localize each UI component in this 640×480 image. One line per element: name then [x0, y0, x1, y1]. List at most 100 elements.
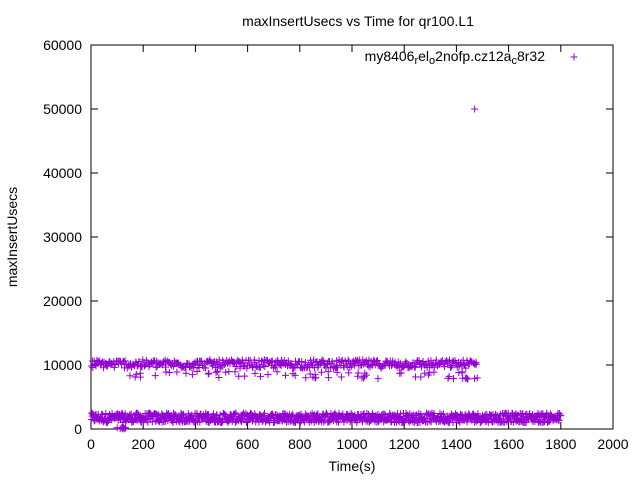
- y-axis-label: maxInsertUsecs: [4, 187, 20, 287]
- x-tick-label: 1000: [336, 436, 367, 452]
- data-point: [158, 418, 166, 426]
- data-point: [292, 357, 300, 365]
- x-axis-label: Time(s): [329, 458, 376, 474]
- data-point: [271, 361, 279, 369]
- x-tick-label: 1200: [389, 436, 420, 452]
- data-point: [165, 368, 173, 376]
- data-point: [455, 368, 463, 376]
- data-point: [289, 410, 297, 418]
- data-point: [324, 368, 332, 376]
- data-point: [135, 357, 143, 365]
- data-point: [333, 368, 341, 376]
- data-point: [311, 371, 319, 379]
- data-point: [264, 371, 272, 379]
- data-point: [373, 356, 381, 364]
- data-point: [126, 411, 134, 419]
- data-point: [215, 356, 223, 364]
- data-point: [132, 370, 140, 378]
- data-point: [215, 374, 223, 382]
- data-point: [205, 411, 213, 419]
- data-point: [231, 410, 239, 418]
- data-point: [354, 372, 362, 380]
- x-tick-label: 800: [288, 436, 312, 452]
- data-point: [396, 369, 404, 377]
- data-point: [152, 363, 160, 371]
- x-tick-label: 1600: [493, 436, 524, 452]
- data-point: [555, 417, 563, 425]
- data-point: [220, 360, 228, 368]
- legend-marker-icon: [570, 53, 578, 61]
- legend-marker: [570, 53, 578, 61]
- data-point: [136, 373, 144, 381]
- data-point: [445, 372, 453, 380]
- x-tick-label: 1400: [441, 436, 472, 452]
- data-point: [119, 424, 127, 432]
- data-point: [374, 375, 382, 383]
- data-point: [415, 357, 423, 365]
- data-point: [302, 374, 310, 382]
- data-point: [353, 419, 361, 427]
- data-point: [225, 368, 233, 376]
- data-point: [459, 374, 467, 382]
- data-point: [326, 363, 334, 371]
- data-point: [204, 370, 212, 378]
- data-point: [196, 418, 204, 426]
- data-point: [281, 371, 289, 379]
- x-tick-label: 0: [87, 436, 95, 452]
- data-point: [91, 411, 99, 419]
- data-point: [362, 371, 370, 379]
- y-tick-label: 30000: [43, 229, 82, 245]
- data-point: [449, 374, 457, 382]
- data-point: [160, 358, 168, 366]
- data-point: [123, 364, 131, 372]
- data-point: [188, 371, 196, 379]
- data-point: [306, 370, 314, 378]
- data-point: [104, 361, 112, 369]
- data-point: [362, 417, 370, 425]
- data-point: [151, 372, 159, 380]
- data-point: [449, 418, 457, 426]
- data-point: [392, 362, 400, 370]
- data-point: [347, 410, 355, 418]
- data-point: [209, 410, 217, 418]
- data-point: [557, 411, 565, 419]
- series-points: [87, 105, 565, 433]
- x-tick-label: 600: [236, 436, 260, 452]
- x-tick-label: 1800: [545, 436, 576, 452]
- data-point: [111, 361, 119, 369]
- data-point: [251, 369, 259, 377]
- x-tick-label: 2000: [597, 436, 628, 452]
- data-point: [103, 362, 111, 370]
- data-point: [257, 372, 265, 380]
- y-tick-label: 40000: [43, 165, 82, 181]
- data-point: [425, 369, 433, 377]
- data-point: [519, 409, 527, 417]
- data-point: [473, 374, 481, 382]
- data-point: [338, 356, 346, 364]
- data-point: [291, 371, 299, 379]
- data-point: [251, 358, 259, 366]
- data-point: [261, 409, 269, 417]
- data-point: [102, 410, 110, 418]
- data-point: [458, 368, 466, 376]
- data-point: [348, 362, 356, 370]
- data-point: [213, 368, 221, 376]
- data-point: [182, 369, 190, 377]
- data-point: [272, 358, 280, 366]
- y-axis: 0 10000 20000 30000 40000 50000 60000: [43, 37, 613, 437]
- data-point: [364, 362, 372, 370]
- y-tick-label: 60000: [43, 37, 82, 53]
- data-point: [169, 419, 177, 427]
- data-point: [121, 357, 129, 365]
- data-point: [209, 359, 217, 367]
- data-point: [341, 357, 349, 365]
- data-point: [232, 362, 240, 370]
- data-point: [319, 357, 327, 365]
- data-point: [298, 358, 306, 366]
- y-tick-label: 0: [74, 421, 82, 437]
- data-point: [202, 364, 210, 372]
- data-point: [340, 361, 348, 369]
- data-point: [354, 369, 362, 377]
- data-point: [260, 361, 268, 369]
